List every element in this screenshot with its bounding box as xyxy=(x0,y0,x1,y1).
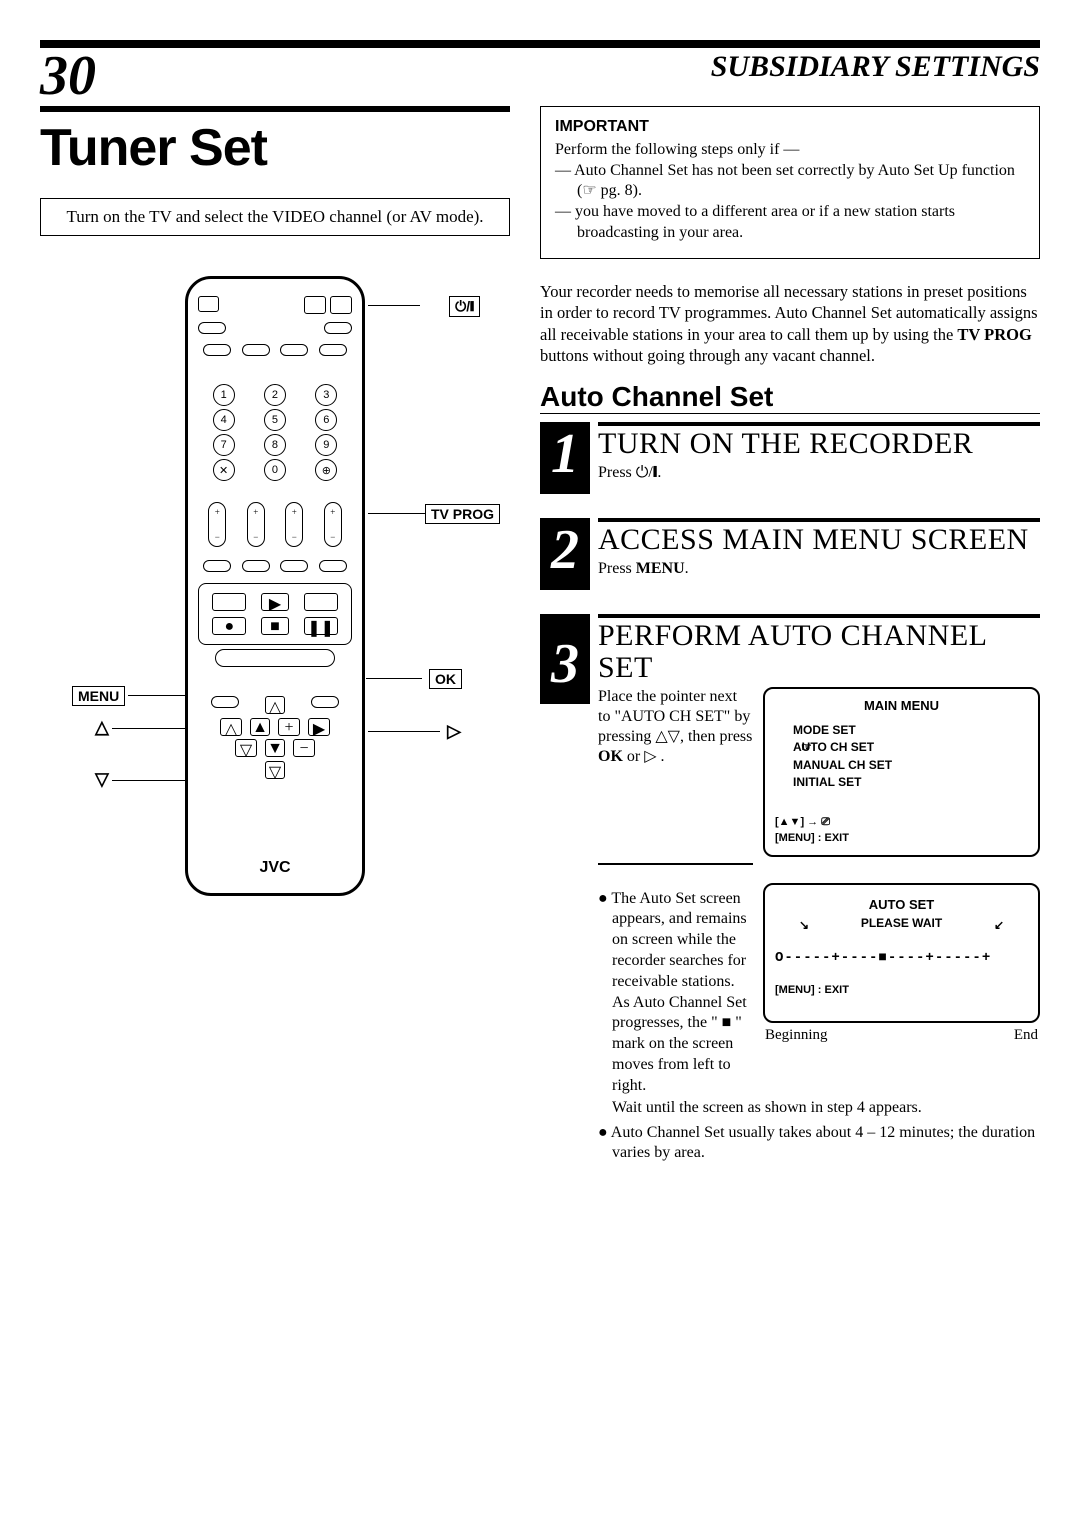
step-1-text-suf: . xyxy=(657,464,661,481)
callout-power: ⏻/❙ xyxy=(449,296,480,317)
step-2: 2 ACCESS MAIN MENU SCREEN Press MENU. xyxy=(540,518,1040,590)
key-7: 7 xyxy=(213,434,235,456)
step-3-txt2: or ▷ . xyxy=(623,748,665,765)
step-1: 1 TURN ON THE RECORDER Press ⏻/❙. xyxy=(540,422,1040,494)
callout-down: ▽ xyxy=(90,768,114,791)
key-0: 0 xyxy=(264,459,286,481)
callout-up: △ xyxy=(90,716,114,739)
osd-item: MODE SET xyxy=(793,722,1028,739)
step-3-extra-line: Wait until the screen as shown in step 4… xyxy=(612,1099,1040,1117)
step-number: 3 xyxy=(540,614,590,704)
osd-nav-2: [MENU] : EXIT xyxy=(775,831,1028,847)
label-beginning: Beginning xyxy=(765,1027,828,1044)
power-icon: ⏻/❙ xyxy=(636,464,658,481)
title-rule xyxy=(40,106,510,112)
key-6: 6 xyxy=(315,409,337,431)
important-heading: IMPORTANT xyxy=(555,117,1025,138)
important-box: IMPORTANT Perform the following steps on… xyxy=(540,106,1040,259)
step-2-post: . xyxy=(685,560,689,577)
auto-channel-set-title: Auto Channel Set xyxy=(540,381,1040,413)
key-4: 4 xyxy=(213,409,235,431)
instruction-box: Turn on the TV and select the VIDEO chan… xyxy=(40,198,510,236)
step-3-bullet-2: ● Auto Channel Set usually takes about 4… xyxy=(598,1123,1040,1165)
step-number: 1 xyxy=(540,422,590,494)
step-2-text: Press MENU. xyxy=(598,560,1040,578)
step-1-text-pre: Press xyxy=(598,464,636,481)
step-2-heading: ACCESS MAIN MENU SCREEN xyxy=(598,524,1040,556)
osd-main-menu: MAIN MENU MODE SET ☞AUTO CH SET MANUAL C… xyxy=(763,687,1040,857)
step-2-pre: Press xyxy=(598,560,636,577)
body-paragraph: Your recorder needs to memorise all nece… xyxy=(540,281,1040,367)
page-title: Tuner Set xyxy=(40,118,510,178)
osd-item: INITIAL SET xyxy=(793,774,1028,791)
osd-nav-1: [▲▼] → ⎚ xyxy=(775,815,1028,831)
remote-brand: JVC xyxy=(188,859,362,877)
pointer-icon: ☞ xyxy=(801,739,812,756)
step-number: 2 xyxy=(540,518,590,590)
step-1-heading: TURN ON THE RECORDER xyxy=(598,428,1040,460)
key-1: 1 xyxy=(213,384,235,406)
bullet1-text: The Auto Set screen appears, and remains… xyxy=(611,890,746,1094)
callout-ok: OK xyxy=(429,669,462,689)
key-cancel: ✕ xyxy=(213,459,235,481)
step-3-txt1: Place the pointer next to "AUTO CH SET" … xyxy=(598,688,752,745)
page-header: 30 SUBSIDIARY SETTINGS xyxy=(40,40,1040,76)
key-8: 8 xyxy=(264,434,286,456)
osd-item: MANUAL CH SET xyxy=(793,757,1028,774)
key-9: 9 xyxy=(315,434,337,456)
page-number: 30 xyxy=(40,48,104,104)
label-end: End xyxy=(1014,1027,1038,1044)
key-3: 3 xyxy=(315,384,337,406)
callout-right: ▷ xyxy=(442,720,466,743)
auto-ch-underline xyxy=(540,413,1040,415)
important-item-1: — Auto Channel Set has not been set corr… xyxy=(555,161,1025,203)
callout-tvprog: TV PROG xyxy=(425,504,500,524)
right-column: IMPORTANT Perform the following steps on… xyxy=(540,106,1040,1164)
section-title: SUBSIDIARY SETTINGS xyxy=(701,50,1040,84)
left-column: Tuner Set Turn on the TV and select the … xyxy=(40,106,510,1164)
step-3-ok: OK xyxy=(598,748,623,765)
step-3-heading: PERFORM AUTO CHANNEL SET xyxy=(598,620,1040,683)
important-item-2: — you have moved to a different area or … xyxy=(555,202,1025,244)
header-rule xyxy=(40,40,1040,48)
step-3: 3 PERFORM AUTO CHANNEL SET Place the poi… xyxy=(540,614,1040,857)
osd-auto-set: AUTO SET ↘ PLEASE WAIT ↙ O-----+----■---… xyxy=(763,883,1040,1023)
osd-title: MAIN MENU xyxy=(775,697,1028,716)
step-3-instruction: Place the pointer next to "AUTO CH SET" … xyxy=(598,687,753,857)
progress-bar: O-----+----■----+-----+ xyxy=(775,950,1028,966)
key-2: 2 xyxy=(264,384,286,406)
important-intro: Perform the following steps only if — xyxy=(555,140,1025,161)
key-5: 5 xyxy=(264,409,286,431)
osd2-wait: ↘ PLEASE WAIT ↙ xyxy=(775,916,1028,930)
step-3-bullet-1: ● The Auto Set screen appears, and remai… xyxy=(598,889,753,1097)
step-3-continued: ● The Auto Set screen appears, and remai… xyxy=(598,863,1040,1164)
key-enter: ⊕ xyxy=(315,459,337,481)
osd2-title: AUTO SET xyxy=(775,897,1028,912)
callout-menu: MENU xyxy=(72,686,125,706)
remote-illustration: 123 456 789 ✕0⊕ +−+−+−+− ▶ ●■❚❚ xyxy=(40,276,510,901)
step-2-bold: MENU xyxy=(636,560,685,577)
step-1-text: Press ⏻/❙. xyxy=(598,464,1040,482)
osd2-exit: [MENU] : EXIT xyxy=(775,984,1028,996)
